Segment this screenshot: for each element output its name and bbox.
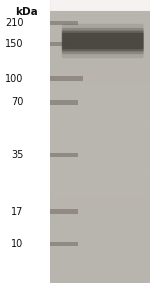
Bar <box>50 98 150 112</box>
Bar <box>50 0 150 11</box>
Text: 35: 35 <box>11 150 23 160</box>
Text: 10: 10 <box>11 239 23 249</box>
Bar <box>50 226 150 240</box>
Bar <box>50 83 150 97</box>
FancyBboxPatch shape <box>62 28 144 54</box>
Bar <box>50 42 75 46</box>
Bar <box>50 26 150 40</box>
Bar <box>50 184 150 197</box>
Text: 210: 210 <box>5 18 23 28</box>
Bar <box>50 76 82 81</box>
Bar <box>50 21 78 25</box>
Bar <box>50 155 150 169</box>
Bar <box>50 112 150 126</box>
Bar <box>50 11 150 283</box>
Bar <box>50 12 150 26</box>
Text: 70: 70 <box>11 97 23 108</box>
FancyBboxPatch shape <box>62 24 144 58</box>
Bar <box>50 153 78 157</box>
Bar <box>50 269 150 283</box>
Bar <box>50 255 150 269</box>
Bar <box>50 169 150 183</box>
Bar <box>50 100 78 105</box>
Text: 150: 150 <box>5 39 23 49</box>
Bar <box>50 69 150 83</box>
Bar <box>50 241 150 254</box>
Bar <box>50 141 150 154</box>
Bar <box>50 127 150 140</box>
Text: kDa: kDa <box>15 7 38 17</box>
Bar <box>50 55 150 68</box>
Bar <box>50 41 150 54</box>
FancyBboxPatch shape <box>62 33 143 49</box>
Text: 17: 17 <box>11 207 23 217</box>
Bar <box>50 242 78 246</box>
Bar <box>50 198 150 211</box>
Text: 100: 100 <box>5 74 23 84</box>
FancyBboxPatch shape <box>62 31 144 52</box>
Bar <box>50 209 78 214</box>
Bar <box>50 212 150 226</box>
